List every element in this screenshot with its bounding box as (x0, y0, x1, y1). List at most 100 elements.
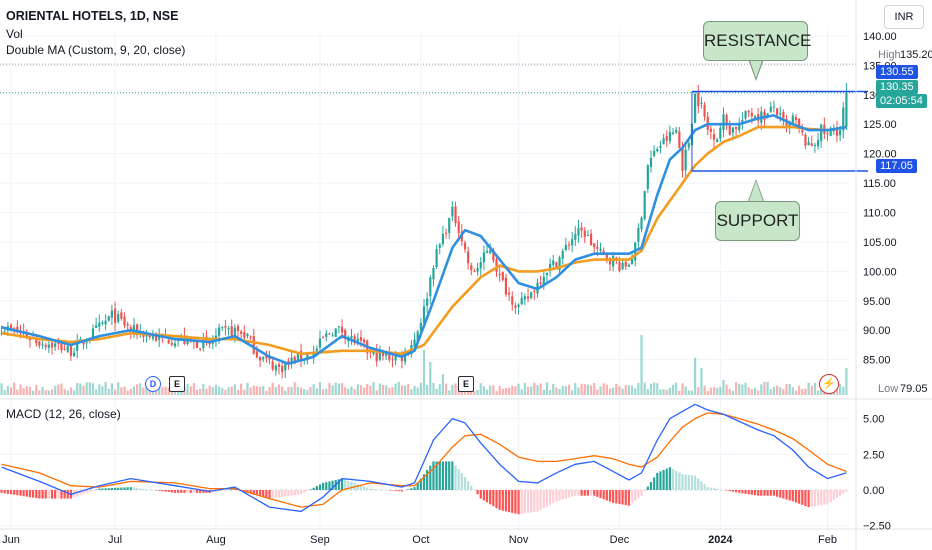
candle-body (548, 263, 552, 271)
candle-body (429, 277, 432, 297)
macd-histogram-bar (448, 461, 451, 490)
volume-bar (230, 386, 233, 395)
macd-histogram-bar (258, 490, 262, 496)
volume-bar (599, 386, 602, 395)
support-callout[interactable]: SUPPORT (715, 201, 800, 241)
macd-histogram-bar (662, 470, 665, 490)
macd-histogram-bar (791, 490, 794, 502)
volume-bar (675, 382, 678, 395)
volume-bar (337, 383, 340, 395)
candle-body (804, 134, 807, 146)
candle-body (199, 348, 202, 350)
macd-histogram-bar (634, 490, 637, 501)
macd-histogram-bar (136, 487, 139, 490)
earnings-marker-2[interactable]: E (458, 376, 474, 392)
dividend-marker[interactable]: D (145, 376, 161, 392)
volume-bar (722, 380, 725, 395)
candle-body (794, 116, 798, 121)
candle-body (391, 359, 394, 361)
flash-icon[interactable]: ⚡ (819, 374, 839, 394)
volume-bar (687, 390, 690, 395)
resistance-callout[interactable]: RESISTANCE (703, 21, 811, 61)
macd-histogram-bar (312, 487, 315, 490)
candle-body (258, 356, 262, 361)
volume-bar (753, 387, 757, 395)
macd-histogram-bar (807, 490, 810, 508)
candle-body (741, 120, 744, 124)
candle-body (3, 331, 6, 333)
volume-bar (164, 386, 167, 395)
macd-histogram-bar (470, 485, 473, 490)
macd-histogram-bar (375, 489, 378, 490)
macd-histogram-bar (186, 490, 189, 493)
macd-histogram-bar (410, 488, 413, 490)
candle-body (504, 277, 508, 295)
candle-body (640, 217, 643, 230)
macd-histogram-bar (249, 490, 252, 494)
volume-bar (366, 383, 369, 395)
earnings-marker-1[interactable]: E (169, 376, 185, 392)
candle-body (413, 339, 416, 347)
macd-histogram-bar (656, 472, 659, 490)
macd-histogram-bar (268, 490, 271, 499)
candle-body (177, 340, 180, 342)
candle-body (627, 264, 631, 267)
macd-histogram-bar (643, 490, 646, 492)
candle-body (643, 190, 646, 220)
macd-histogram-bar (88, 490, 91, 492)
volume-bar (145, 386, 148, 395)
macd-histogram-bar (22, 490, 25, 497)
candle-body (498, 273, 501, 275)
macd-histogram-bar (369, 488, 372, 490)
volume-bar (110, 383, 114, 395)
volume-bar (205, 388, 208, 395)
volume-bar (716, 388, 719, 395)
candle-body (363, 339, 366, 343)
volume-bar (479, 383, 482, 395)
volume-bar (621, 388, 624, 395)
macd-histogram-bar (57, 490, 60, 499)
macd-histogram-bar (315, 486, 318, 490)
macd-histogram-bar (785, 490, 788, 500)
macd-histogram-bar (202, 490, 205, 493)
volume-bar (101, 386, 104, 395)
candle-body (589, 233, 593, 246)
volume-bar (435, 388, 438, 395)
macd-histogram-bar (706, 487, 709, 490)
macd-histogram-bar (340, 478, 344, 490)
macd-histogram-bar (520, 490, 523, 514)
macd-histogram-bar (545, 490, 549, 507)
macd-histogram-bar (444, 461, 448, 490)
candle-body (441, 233, 445, 245)
volume-bar (514, 386, 517, 395)
macd-histogram-bar (766, 490, 769, 496)
candle-body (227, 328, 230, 330)
volume-bar (413, 385, 416, 395)
volume-bar (612, 387, 615, 395)
candle-body (454, 206, 457, 224)
macd-histogram-bar (252, 490, 255, 495)
volume-bar (6, 386, 9, 395)
macd-histogram-bar (44, 490, 47, 499)
macd-histogram-bar (101, 488, 104, 490)
candle-body (845, 92, 848, 128)
volume-bar (372, 382, 375, 395)
macd-histogram-bar (801, 490, 804, 505)
macd-histogram-bar (328, 481, 331, 490)
candle-body (82, 340, 85, 345)
candle-body (829, 130, 832, 136)
candle-body (44, 344, 47, 348)
currency-button[interactable]: INR (884, 5, 924, 29)
macd-histogram-bar (293, 490, 296, 496)
volume-bar (816, 390, 820, 395)
candle-body (545, 272, 549, 276)
macd-histogram-bar (388, 490, 391, 491)
volume-bar (394, 383, 397, 395)
low-value: 79.05 (900, 383, 928, 395)
candle-body (344, 330, 347, 339)
candle-body (394, 355, 397, 361)
candle-body (214, 335, 218, 341)
volume-bar (284, 390, 287, 395)
macd-histogram-bar (615, 490, 618, 504)
